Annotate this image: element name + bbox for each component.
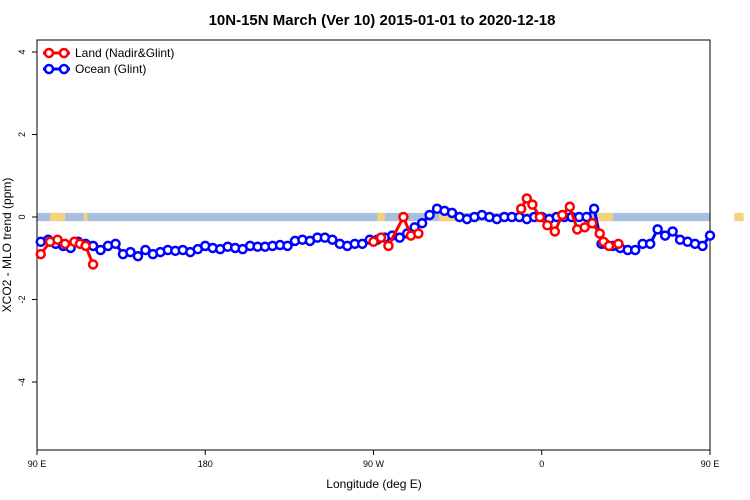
data-point (579, 222, 590, 233)
y-axis-label: XCO2 - MLO trend (ppm) (0, 178, 14, 313)
y-tick-label: 2 (17, 132, 27, 137)
data-point (416, 217, 428, 229)
data-point (581, 211, 592, 223)
data-point (424, 209, 435, 221)
data-point (603, 240, 615, 252)
data-point (564, 201, 576, 212)
data-point (644, 238, 656, 250)
data-point (515, 203, 527, 214)
x-tick-label: 180 (198, 459, 213, 469)
series-layer (35, 193, 716, 270)
data-point (549, 226, 561, 237)
land-patch (50, 212, 66, 222)
x-axis: 90 E 180 90 W 0 90 E (28, 450, 720, 469)
data-point (446, 207, 458, 219)
data-point (87, 259, 99, 270)
legend-label: Land (Nadir&Glint) (75, 46, 174, 60)
data-point (140, 244, 151, 256)
data-point (586, 217, 598, 229)
data-point (357, 238, 368, 250)
y-tick-label: 0 (17, 214, 27, 219)
x-tick-label: 90 W (363, 459, 385, 469)
land-patch (83, 212, 88, 222)
data-point (52, 234, 63, 245)
data-point (629, 244, 641, 256)
data-point (375, 232, 387, 243)
data-point (132, 250, 144, 262)
data-point (35, 248, 46, 260)
data-point (521, 193, 533, 204)
data-point (542, 220, 553, 231)
y-tick-label: 4 (17, 49, 27, 54)
chart-title: 10N-15N March (Ver 10) 2015-01-01 to 202… (209, 12, 556, 29)
legend-label: Ocean (Glint) (75, 62, 146, 76)
data-point (383, 240, 394, 252)
data-point (557, 209, 568, 221)
land-patch (438, 212, 458, 222)
data-point (59, 238, 71, 250)
land-patch (734, 212, 744, 222)
data-point (282, 240, 293, 252)
data-point (368, 236, 379, 247)
data-point (80, 240, 91, 252)
data-point (95, 244, 106, 256)
data-point (327, 234, 338, 245)
y-tick-label: -2 (17, 295, 27, 303)
legend: Land (Nadir&Glint) Ocean (Glint) (43, 46, 174, 76)
x-tick-label: 90 E (701, 459, 720, 469)
data-point (659, 230, 671, 241)
data-point (594, 228, 605, 239)
land-patch (377, 212, 385, 222)
data-point (394, 232, 405, 243)
series-land (35, 193, 624, 270)
y-tick-label: -4 (17, 378, 27, 386)
data-point (667, 226, 678, 237)
data-point (697, 240, 708, 252)
data-point (125, 246, 136, 258)
legend-marker (58, 47, 70, 59)
data-point (413, 228, 424, 239)
data-point (652, 224, 663, 235)
x-tick-label: 90 E (28, 459, 47, 469)
data-point (534, 211, 546, 223)
data-point (398, 211, 409, 223)
ocean-band (37, 212, 710, 222)
legend-marker (58, 63, 70, 75)
x-tick-label: 0 (539, 459, 544, 469)
data-point (613, 238, 624, 250)
legend-marker (43, 47, 55, 59)
y-axis: 4 2 0 -2 -4 (17, 49, 37, 386)
legend-marker (43, 63, 55, 75)
data-point (704, 230, 716, 241)
land-ocean-band (37, 212, 744, 222)
data-point (588, 203, 600, 214)
land-patch (597, 212, 613, 222)
x-axis-label: Longitude (deg E) (326, 477, 421, 491)
data-point (527, 199, 538, 210)
data-point (110, 238, 121, 250)
